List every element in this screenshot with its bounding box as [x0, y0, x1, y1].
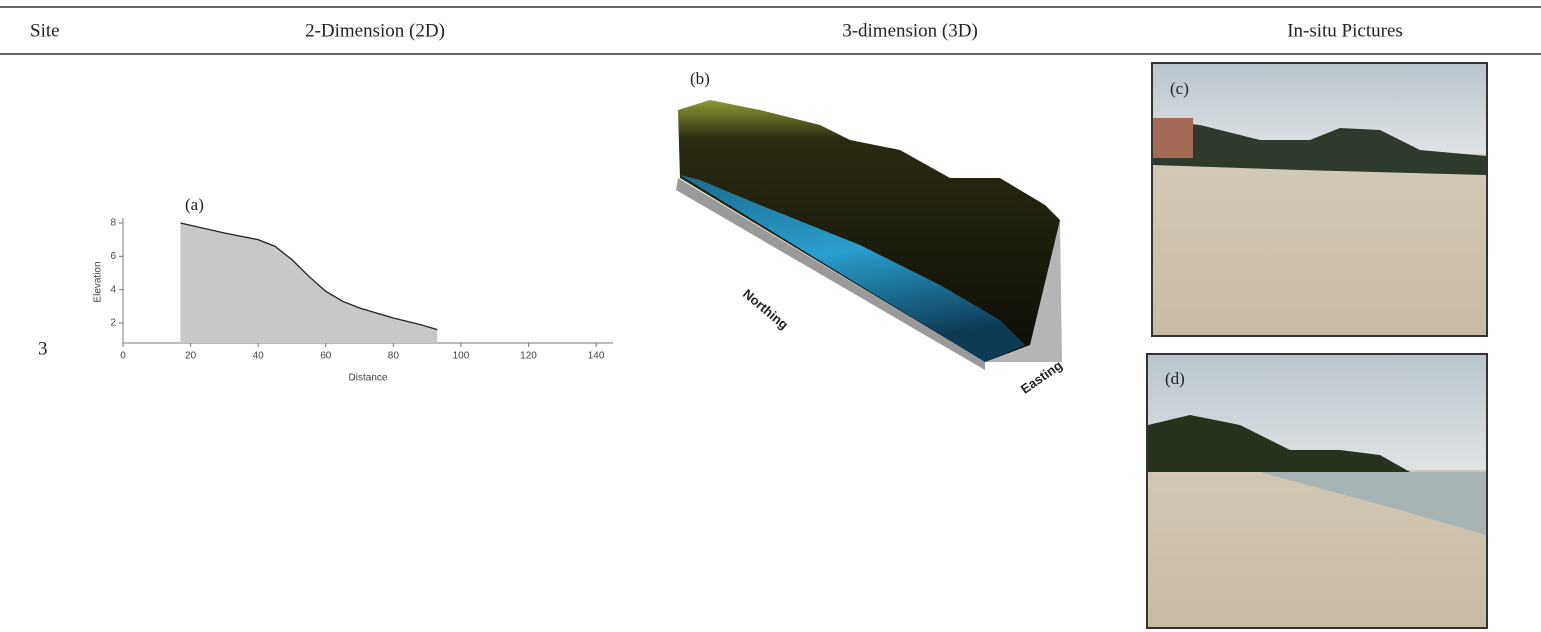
site: 3 — [38, 338, 48, 359]
header-cell: 2-Dimension (2D) — [305, 20, 445, 41]
header-cell: Site — [30, 20, 60, 41]
hills — [1148, 415, 1410, 472]
x-tick-label: 100 — [453, 351, 470, 362]
area — [180, 223, 438, 343]
figure-3d: (b) Northing Easting — [676, 69, 1065, 397]
y-tick-label: 8 — [110, 218, 116, 229]
panel-label: (b) — [690, 69, 710, 88]
surface-base — [680, 175, 1025, 362]
y-tick-label: 4 — [110, 284, 116, 295]
surface — [678, 100, 1060, 362]
y-tick-label: 6 — [110, 251, 116, 262]
x-tick-label: 0 — [120, 351, 126, 362]
axis-label: Northing — [740, 286, 791, 332]
x-tick-label: 140 — [588, 351, 605, 362]
building — [1153, 118, 1193, 158]
photo: (d) — [1146, 353, 1488, 629]
panel-label: (a) — [185, 195, 204, 214]
hills — [1153, 120, 1486, 175]
x-tick-label: 60 — [320, 351, 332, 362]
axis-label: Easting — [1018, 357, 1065, 396]
sea — [1260, 472, 1486, 535]
y-axis-label: Elevation — [93, 261, 104, 302]
surface-edge — [676, 178, 985, 370]
x-tick-label: 40 — [253, 351, 265, 362]
x-tick-label: 20 — [185, 351, 197, 362]
area-outline — [180, 222, 438, 331]
panel-label: (c) — [1170, 79, 1189, 98]
figure-2d: (a) Distance Elevation 0 20 40 60 80 100 120 14… — [93, 195, 613, 384]
y-tick-label: 2 — [110, 318, 116, 329]
header-cell: In-situ Pictures — [1287, 20, 1403, 41]
x-tick-label: 80 — [388, 351, 400, 362]
header-cell: 3-dimension (3D) — [842, 20, 978, 41]
x-tick-label: 120 — [520, 351, 537, 362]
panel-label: (d) — [1165, 369, 1185, 388]
photo: (c) — [1151, 62, 1488, 337]
x-axis-label: Distance — [349, 373, 388, 384]
